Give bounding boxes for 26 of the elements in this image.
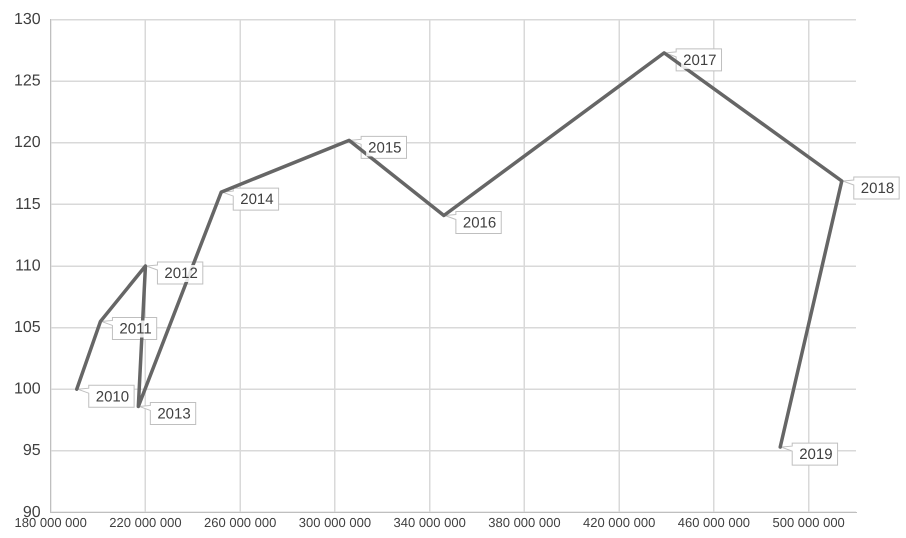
annotation: 2012	[164, 265, 198, 282]
annotation: 2014	[240, 191, 274, 208]
x-tick-label: 260 000 000	[204, 514, 276, 530]
y-tick-label: 125	[14, 72, 41, 90]
y-tick-label: 110	[15, 257, 41, 274]
y-tick-label: 100	[14, 380, 41, 398]
annotation: 2013	[157, 406, 191, 423]
y-tick-label: 130	[14, 11, 41, 28]
annotation: 2011	[119, 320, 152, 338]
x-tick-label: 420 000 000	[582, 514, 656, 530]
y-tick-label: 120	[14, 134, 41, 152]
y-tick-label: 95	[22, 442, 41, 460]
annotation: 2017	[683, 52, 717, 70]
y-tick-label: 115	[15, 196, 41, 213]
annotation: 2010	[96, 388, 130, 406]
y-tick-label: 105	[14, 319, 41, 336]
x-tick-label: 460 000 000	[678, 514, 750, 530]
annotation: 2018	[860, 180, 894, 198]
annotation: 2016	[462, 214, 496, 232]
x-tick-label: 300 000 000	[298, 514, 372, 530]
x-tick-label: 220 000 000	[109, 514, 182, 530]
x-tick-label: 500 000 000	[772, 514, 845, 530]
annotation: 2015	[368, 139, 402, 156]
x-tick-label: 340 000 000	[394, 514, 466, 530]
annotation: 2019	[799, 446, 833, 464]
x-tick-label: 380 000 000	[488, 514, 561, 530]
